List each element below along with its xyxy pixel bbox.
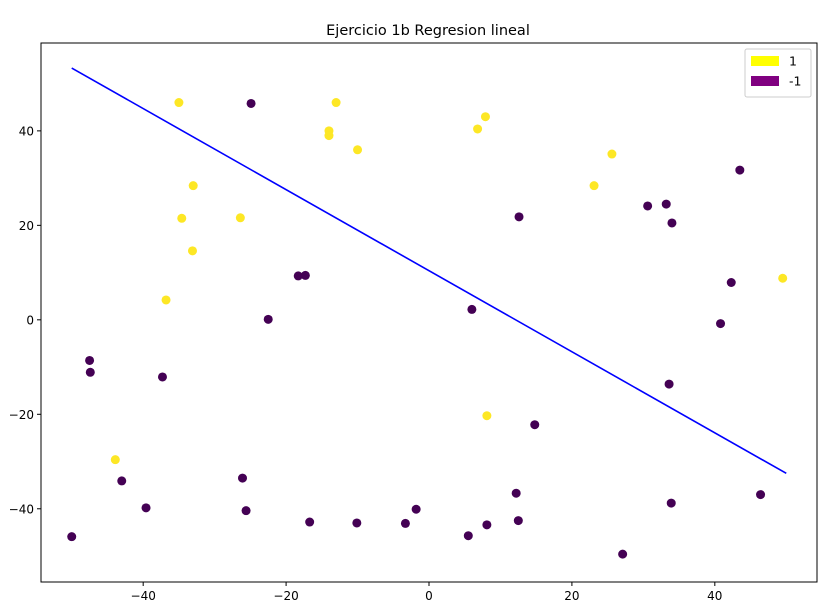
scatter-point: [188, 181, 198, 191]
scatter-point: [473, 124, 483, 134]
legend-swatch: [751, 56, 779, 66]
legend-swatch: [751, 76, 779, 86]
scatter-point: [463, 531, 473, 541]
scatter-point: [530, 420, 540, 430]
scatter-point: [756, 490, 766, 500]
x-tick-label: 20: [564, 589, 579, 603]
series-1: [67, 98, 766, 559]
scatter-point: [235, 213, 245, 223]
scatter-point: [482, 520, 492, 530]
scatter-point: [110, 455, 120, 465]
scatter-point: [667, 218, 677, 228]
y-tick-label: −40: [9, 502, 34, 516]
scatter-point: [161, 295, 171, 305]
scatter-point: [513, 516, 523, 526]
scatter-point: [400, 518, 410, 528]
scatter-point: [324, 131, 334, 141]
scatter-point: [664, 379, 674, 389]
scatter-point: [117, 476, 127, 486]
scatter-point: [187, 246, 197, 256]
chart-title: Ejercicio 1b Regresion lineal: [326, 23, 530, 39]
scatter-point: [174, 98, 184, 108]
scatter-point: [238, 473, 248, 483]
x-tick-label: −40: [131, 589, 156, 603]
legend-label: 1: [789, 54, 797, 69]
regression-line: [71, 67, 787, 475]
scatter-point: [726, 278, 736, 288]
scatter-point: [589, 181, 599, 191]
y-tick-label: 20: [19, 219, 34, 233]
x-tick-label: 0: [425, 589, 433, 603]
y-tick-label: 40: [19, 124, 34, 138]
scatter-point: [514, 212, 524, 222]
x-tick-label: −20: [273, 589, 298, 603]
y-axis: −40 −20 0 20 40: [9, 124, 41, 516]
plot-area: [67, 67, 788, 559]
scatter-point: [241, 506, 251, 516]
scatter-point: [482, 411, 492, 421]
scatter-point: [467, 304, 477, 314]
scatter-point: [352, 518, 362, 528]
scatter-point: [411, 504, 421, 514]
scatter-point: [511, 488, 521, 498]
scatter-point: [300, 270, 310, 280]
scatter-point: [67, 532, 77, 542]
scatter-point: [141, 503, 151, 513]
scatter-point: [177, 213, 187, 223]
scatter-point: [293, 271, 303, 281]
scatter-point: [778, 273, 788, 283]
legend: 1-1: [744, 48, 812, 98]
scatter-point: [666, 498, 676, 508]
scatter-point: [607, 149, 617, 159]
scatter-point: [735, 165, 745, 175]
scatter-point: [85, 355, 95, 365]
scatter-point: [85, 367, 95, 377]
y-tick-label: −20: [9, 408, 34, 422]
x-axis: −40 −20 0 20 40: [131, 582, 722, 603]
scatter-point: [331, 98, 341, 108]
scatter-point: [661, 199, 671, 209]
x-tick-label: 40: [707, 589, 722, 603]
scatter-point: [353, 145, 363, 155]
scatter-point: [305, 517, 315, 527]
scatter-point: [246, 98, 256, 108]
scatter-point: [643, 201, 653, 211]
scatter-point: [716, 319, 726, 329]
series-0: [110, 98, 788, 465]
scatter-point: [263, 314, 273, 324]
scatter-point: [157, 372, 167, 382]
scatter-point: [480, 112, 490, 122]
scatter-point: [618, 549, 628, 559]
y-tick-label: 0: [26, 313, 34, 327]
legend-label: -1: [789, 74, 801, 89]
